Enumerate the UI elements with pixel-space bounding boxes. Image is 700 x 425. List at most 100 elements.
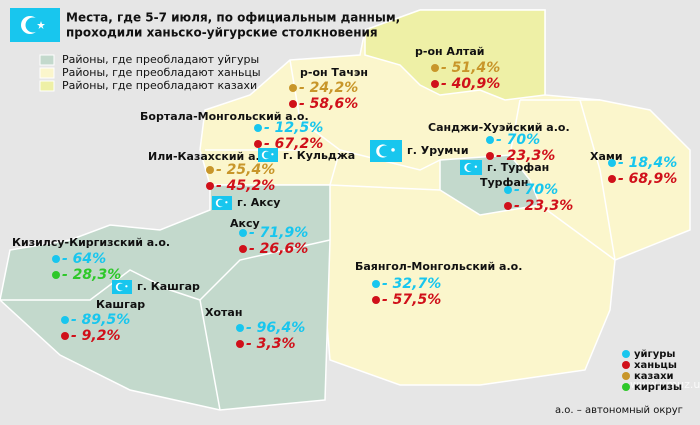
legend-label: Районы, где преобладают казахи xyxy=(62,79,257,92)
region-name: Кашгар xyxy=(96,298,145,311)
region-name: Бортала-Монгольский а.о. xyxy=(140,110,309,123)
region-name: Турфан xyxy=(480,176,529,189)
city-name: г. Кашгар xyxy=(137,280,200,293)
city-name: г. Урумчи xyxy=(407,144,469,157)
stat-value: - 64% xyxy=(62,251,106,267)
stat-dot xyxy=(431,80,439,88)
footnote: а.о. – автономный округ xyxy=(555,405,683,416)
legend-swatch xyxy=(39,80,55,92)
region-name: р-он Алтай xyxy=(415,45,485,58)
flag xyxy=(370,140,402,162)
key-dot xyxy=(622,372,630,380)
key-label: киргизы xyxy=(634,382,682,393)
stat-value: - 58,6% xyxy=(299,96,358,112)
key-label: ханьцы xyxy=(634,360,677,371)
stat-dot xyxy=(504,186,512,194)
legend-label: Районы, где преобладают ханьцы xyxy=(62,66,261,79)
stat-value: - 25,4% xyxy=(216,162,275,178)
stat-dot xyxy=(486,152,494,160)
stat-dot xyxy=(431,64,439,72)
stat-value: - 96,4% xyxy=(246,320,305,336)
stat-dot xyxy=(206,182,214,190)
region-border xyxy=(0,59,616,411)
legend-swatch xyxy=(39,67,55,79)
stat-dot xyxy=(289,100,297,108)
stat-value: - 71,9% xyxy=(249,225,308,241)
stat-value: - 23,3% xyxy=(514,198,573,214)
key-dot xyxy=(622,361,630,369)
stat-dot xyxy=(254,140,262,148)
stat-value: - 89,5% xyxy=(71,312,130,328)
region-name: Хами xyxy=(590,150,623,163)
stat-dot xyxy=(608,159,616,167)
stat-dot xyxy=(52,255,60,263)
stat-dot xyxy=(239,229,247,237)
key-dot xyxy=(622,383,630,391)
stat-value: - 26,6% xyxy=(249,241,308,257)
flag-crescent-cut xyxy=(466,163,474,172)
flag-crescent-cut xyxy=(379,145,391,157)
stat-dot xyxy=(372,280,380,288)
city-name: г. Турфан xyxy=(487,161,549,174)
header-flag xyxy=(10,8,60,42)
key-label: казахи xyxy=(634,371,674,382)
kazakh-area xyxy=(364,9,546,101)
stat-value: - 45,2% xyxy=(216,178,275,194)
stat-value: - 28,3% xyxy=(62,267,121,283)
region-name: Кизилсу-Киргизский а.о. xyxy=(12,236,170,249)
flag-star xyxy=(474,165,478,168)
uyghur-area xyxy=(0,184,331,411)
flag-star xyxy=(125,285,128,288)
flag-star xyxy=(225,201,228,204)
stat-value: - 51,4% xyxy=(441,60,500,76)
region-name: Баянгол-Монгольский а.о. xyxy=(355,260,522,273)
key-dot xyxy=(622,350,630,358)
flag-star xyxy=(391,148,395,152)
legend-swatch xyxy=(39,54,55,66)
stat-value: - 40,9% xyxy=(441,76,500,92)
flag xyxy=(112,280,132,294)
stat-value: - 9,2% xyxy=(71,328,121,344)
stat-dot xyxy=(372,296,380,304)
flag-crescent-cut xyxy=(217,199,225,207)
stat-dot xyxy=(52,271,60,279)
stat-value: - 18,4% xyxy=(618,155,677,171)
region-name: Санджи-Хуэйский а.о. xyxy=(428,121,570,134)
stat-dot xyxy=(61,316,69,324)
stat-value: - 32,7% xyxy=(382,276,441,292)
legend-label: Районы, где преобладают уйгуры xyxy=(62,53,259,66)
stat-value: - 23,3% xyxy=(496,148,555,164)
stat-value: - 67,2% xyxy=(264,136,323,152)
stat-value: - 70% xyxy=(514,182,558,198)
stat-dot xyxy=(608,175,616,183)
watermark: www.umuz.ucoz.ru xyxy=(630,378,700,391)
stat-dot xyxy=(254,124,262,132)
flag-star xyxy=(271,153,274,156)
stat-dot xyxy=(289,84,297,92)
stat-dot xyxy=(236,340,244,348)
stat-value: - 3,3% xyxy=(246,336,296,352)
region-name: Аксу xyxy=(230,217,260,230)
flag-crescent-cut xyxy=(117,283,125,291)
stat-value: - 70% xyxy=(496,132,540,148)
flag xyxy=(460,160,482,175)
title: Места, где 5-7 июля, по официальным данн… xyxy=(66,11,400,25)
stat-dot xyxy=(206,166,214,174)
region-name: Хотан xyxy=(205,306,242,319)
stat-value: - 12,5% xyxy=(264,120,323,136)
stat-value: - 57,5% xyxy=(382,292,441,308)
stat-dot xyxy=(236,324,244,332)
stat-dot xyxy=(504,202,512,210)
title: проходили ханьско-уйгурские столкновения xyxy=(66,26,378,40)
stat-dot xyxy=(486,136,494,144)
key-label: уйгуры xyxy=(634,349,675,360)
city-name: г. Кульджа xyxy=(283,149,355,162)
stat-value: - 68,9% xyxy=(618,171,677,187)
flag xyxy=(212,196,232,210)
city-name: г. Аксу xyxy=(237,196,280,209)
flag-crescent-cut xyxy=(263,151,271,159)
stat-dot xyxy=(239,245,247,253)
region-name: Или-Казахский а.о. xyxy=(148,150,271,163)
stat-value: - 24,2% xyxy=(299,80,358,96)
